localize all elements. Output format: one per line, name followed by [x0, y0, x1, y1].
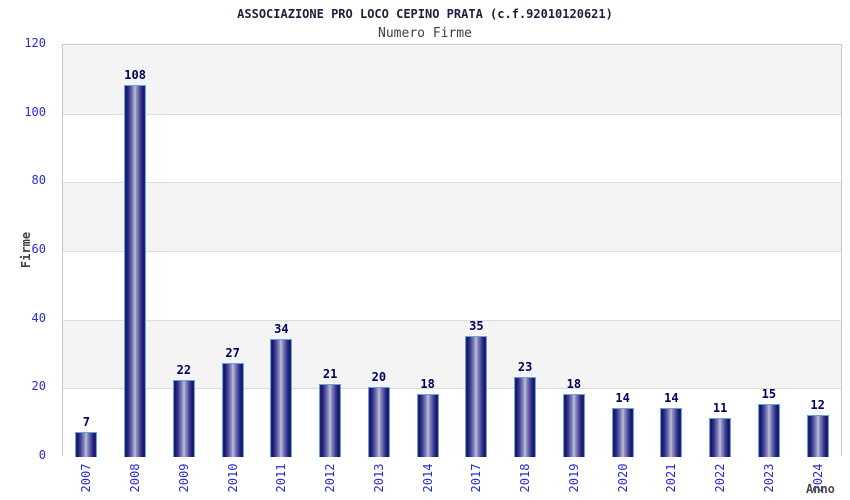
x-tick-label: 2018 — [518, 463, 533, 493]
bar — [514, 377, 537, 457]
plot-band — [63, 113, 841, 183]
bar — [270, 339, 293, 457]
bar-value-label: 14 — [615, 391, 630, 405]
plot-band — [63, 182, 841, 251]
gridline — [63, 251, 841, 252]
x-tick-label: 2007 — [79, 463, 94, 493]
chart-subtitle: Numero Firme — [378, 26, 472, 41]
bar-value-label: 14 — [664, 391, 679, 405]
x-tick-label: 2017 — [469, 463, 484, 493]
x-axis-title: Anno — [806, 482, 835, 496]
gridline — [63, 388, 841, 390]
bar — [465, 336, 488, 457]
bar — [221, 363, 244, 457]
bar — [172, 380, 195, 457]
x-tick-label: 2021 — [664, 463, 679, 493]
plot-band — [63, 319, 841, 389]
bar — [757, 404, 780, 457]
plot-band — [63, 45, 841, 114]
bar-value-label: 22 — [176, 363, 192, 377]
bar-value-label: 7 — [82, 415, 90, 429]
x-tick-label: 2012 — [323, 463, 338, 493]
x-tick-label: 2008 — [128, 463, 143, 493]
x-tick-label: 2019 — [566, 463, 581, 493]
bar — [806, 415, 829, 457]
y-tick-label: 40 — [31, 310, 46, 325]
bar — [124, 85, 147, 457]
chart-title: ASSOCIAZIONE PRO LOCO CEPINO PRATA (c.f.… — [237, 7, 613, 21]
bar-value-label: 20 — [371, 370, 387, 384]
bar — [75, 432, 98, 457]
bar-value-label: 15 — [761, 387, 777, 401]
bar — [416, 394, 439, 457]
x-tick-label: 2020 — [615, 463, 630, 493]
plot-area — [62, 44, 842, 457]
plot-band — [63, 251, 841, 320]
bar — [611, 408, 634, 457]
bar-value-label: 18 — [420, 377, 435, 391]
bar-value-label: 23 — [517, 360, 533, 374]
x-tick-label: 2023 — [761, 463, 776, 493]
y-tick-label: 80 — [31, 173, 46, 188]
bar — [319, 384, 342, 457]
bar — [367, 387, 390, 457]
bar-value-label: 12 — [810, 398, 825, 412]
x-tick-label: 2010 — [225, 463, 240, 493]
x-tick-label: 2009 — [176, 463, 191, 493]
bar-value-label: 21 — [322, 367, 338, 381]
y-tick-label: 20 — [31, 379, 46, 394]
bar — [562, 394, 585, 457]
gridline — [63, 182, 841, 184]
y-tick-label: 0 — [38, 448, 46, 462]
x-tick-label: 2014 — [420, 463, 435, 493]
gridline — [63, 319, 841, 321]
y-tick-label: 100 — [24, 104, 46, 119]
bar-value-label: 34 — [274, 322, 289, 336]
bar-value-label: 27 — [225, 346, 240, 360]
x-tick-label: 2022 — [713, 463, 728, 493]
y-tick-label: 120 — [24, 36, 46, 50]
y-tick-label: 60 — [31, 242, 46, 256]
bar-value-label: 18 — [566, 377, 582, 391]
x-tick-label: 2011 — [274, 463, 289, 493]
bar — [660, 408, 683, 457]
gridline — [63, 113, 841, 115]
bar-value-label: 35 — [469, 319, 484, 333]
bar-value-label: 108 — [124, 68, 146, 82]
bar-value-label: 11 — [712, 401, 728, 415]
bar — [709, 418, 732, 457]
x-tick-label: 2013 — [371, 463, 386, 493]
